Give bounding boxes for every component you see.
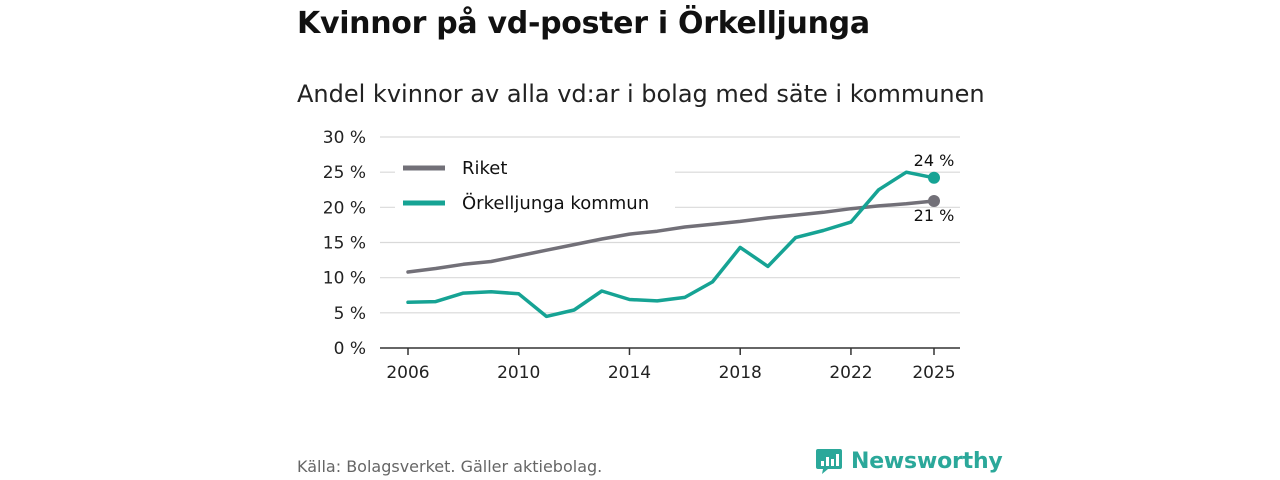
y-tick-label: 30 % [323,128,366,148]
series-line-kommun [406,170,936,319]
end-marker-kommun [928,171,940,184]
end-marker-riket [928,195,940,208]
x-tick-label: 2014 [608,363,651,383]
y-tick-label: 25 % [323,163,366,183]
end-label-riket: 21 % [914,206,955,225]
brand: Newsworthy [815,447,1003,475]
legend-background [395,150,675,220]
source-note: Källa: Bolagsverket. Gäller aktiebolag. [297,457,603,476]
chart-title: Kvinnor på vd-poster i Örkelljunga [297,6,870,41]
newsworthy-logo-icon [816,449,842,474]
brand-name: Newsworthy [851,448,1003,474]
x-tick-label: 2022 [829,363,872,383]
y-tick-label: 10 % [323,269,366,289]
legend-label-kommun: Örkelljunga kommun [462,192,649,214]
x-tick-label: 2006 [386,363,429,383]
x-tick-label: 2010 [497,363,540,383]
x-tick-label: 2025 [912,363,955,383]
end-label-kommun: 24 % [914,151,955,170]
y-tick-label: 5 % [334,304,366,324]
x-tick-label: 2018 [719,363,762,383]
series-line-riket [406,199,936,274]
y-tick-label: 20 % [323,198,366,218]
y-tick-label: 0 % [334,339,366,359]
y-tick-label: 15 % [323,234,366,254]
legend-label-riket: Riket [462,158,507,179]
chart-subtitle: Andel kvinnor av alla vd:ar i bolag med … [297,80,985,108]
